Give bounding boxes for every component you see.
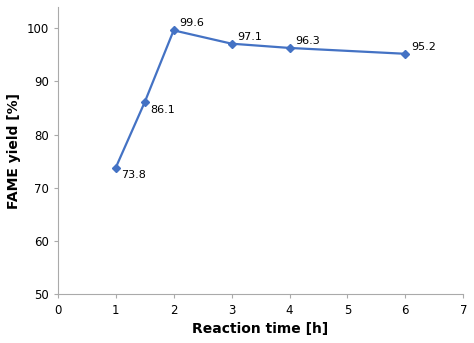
Text: 95.2: 95.2	[411, 42, 436, 52]
Text: 96.3: 96.3	[295, 36, 320, 46]
Text: 73.8: 73.8	[121, 170, 146, 180]
Text: 99.6: 99.6	[180, 18, 204, 28]
Y-axis label: FAME yield [%]: FAME yield [%]	[7, 93, 21, 209]
Text: 86.1: 86.1	[150, 105, 175, 115]
X-axis label: Reaction time [h]: Reaction time [h]	[192, 322, 328, 336]
Text: 97.1: 97.1	[237, 32, 262, 42]
